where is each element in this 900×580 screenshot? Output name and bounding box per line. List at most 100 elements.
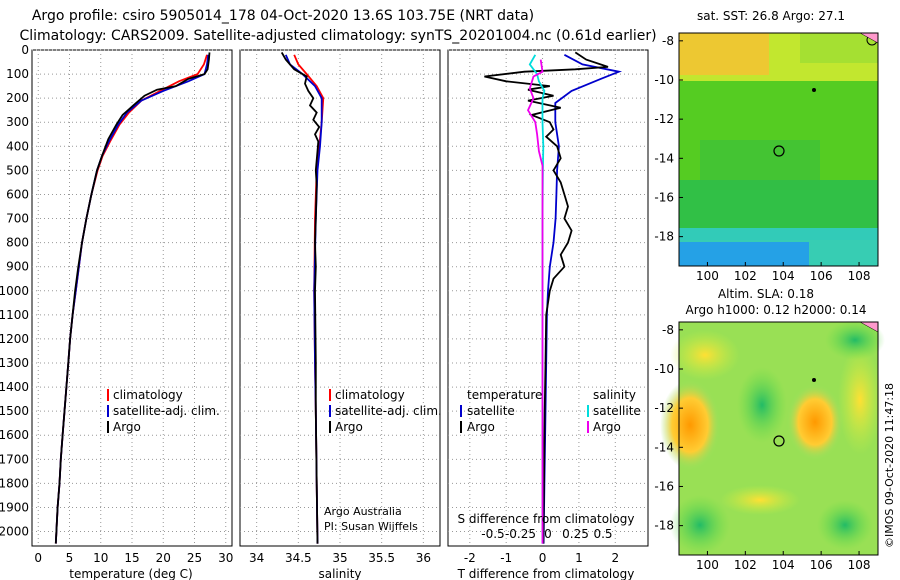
credit-line2: PI: Susan Wijffels (324, 520, 418, 533)
sla-map-title-line1: Altim. SLA: 0.18 (718, 287, 814, 301)
difference-s-x-ticks: -0.5 -0.25 0 0.25 0.5 (481, 527, 612, 541)
temperature-tick-label: 15 (124, 551, 139, 565)
sla-green-blob-2 (670, 495, 730, 555)
temperature-tick-label: 10 (93, 551, 108, 565)
temperature-tick-label: 5 (66, 551, 74, 565)
difference-s-tick-label: 0.5 (593, 527, 612, 541)
depth-tick-label: 1900 (0, 500, 29, 514)
salinity-tick-label: 35.5 (368, 551, 395, 565)
temperature-x-ticks: 0 5 10 15 20 25 30 (34, 551, 233, 565)
salinity-tick-label: 35 (332, 551, 347, 565)
figure-title-line1: Argo profile: csiro 5905014_178 04-Oct-2… (32, 8, 534, 24)
depth-tick-label: 1400 (0, 380, 29, 394)
difference-tick-label: -1 (500, 551, 512, 565)
sla-map-ytick-label: -8 (662, 323, 674, 337)
sla-yellow-blob-3 (720, 485, 800, 515)
sla-orange-blob-2 (787, 384, 843, 460)
sla-map-xtick-label: 108 (848, 558, 871, 572)
sla-map-frame (678, 321, 879, 556)
sla-map-xtick-label: 100 (696, 558, 719, 572)
sla-map-ytick-label: -16 (654, 479, 674, 493)
salinity-x-label: salinity (318, 567, 361, 580)
legend-label-t-satellite: satellite (467, 404, 515, 418)
legend-label-s-satellite: satellite (593, 404, 641, 418)
temperature-tick-label: 30 (218, 551, 233, 565)
temperature-tick-label: 20 (156, 551, 171, 565)
depth-tick-label: 1200 (0, 332, 29, 346)
difference-s-tick-label: -0.25 (505, 527, 536, 541)
difference-s-tick-label: 0.25 (562, 527, 589, 541)
temperature-tick-label: 0 (34, 551, 42, 565)
argo-position-marker (773, 145, 785, 157)
difference-tick-label: -2 (464, 551, 476, 565)
credit-line1: Argo Australia (324, 505, 402, 518)
depth-tick-label: 1700 (0, 452, 29, 466)
sst-map-xtick-label: 106 (810, 269, 833, 283)
salinity-tick-label: 34 (249, 551, 264, 565)
argo-position-marker (773, 435, 785, 447)
island-marker (812, 378, 816, 382)
temperature-series (54, 52, 211, 544)
difference-tick-label: 1 (575, 551, 583, 565)
legend-title-salinity: salinity (593, 388, 636, 402)
sst-blue-patch (679, 242, 809, 266)
sla-orange-blob-1 (660, 380, 720, 470)
temperature-tick-label: 25 (187, 551, 202, 565)
difference-series-s-argo (526, 59, 544, 544)
sla-green-blob-3 (817, 500, 873, 550)
difference-x-label-top: S difference from climatology (458, 512, 635, 526)
legend-label-argo: Argo (335, 420, 363, 434)
sst-map-xtick-label: 104 (772, 269, 795, 283)
salinity-series-argo (280, 51, 321, 544)
sst-map-ytick-label: -18 (654, 230, 674, 244)
sla-map-xtick-label: 102 (734, 558, 757, 572)
depth-tick-labels: 0 100 200 300 400 500 600 700 800 900 1000 1100 1200… (0, 43, 29, 539)
depth-tick-label: 400 (6, 139, 29, 153)
depth-tick-label: 1500 (0, 404, 29, 418)
timestamp: ©IMOS 09-Oct-2020 11:47:18 (883, 383, 896, 548)
sla-map-ytick-label: -12 (654, 401, 674, 415)
depth-tick-label: 2000 (0, 525, 29, 539)
legend-label-satellite: satellite-adj. clim. (335, 404, 442, 418)
legend-label-argo: Argo (113, 420, 141, 434)
difference-series-t-argo (484, 51, 609, 544)
depth-tick-label: 1000 (0, 284, 29, 298)
sst-map-ytick-label: -16 (654, 190, 674, 204)
difference-tick-label: 0 (539, 551, 547, 565)
difference-x-ticks: -2 -1 0 1 2 (464, 551, 619, 565)
legend-label-satellite: satellite-adj. clim. (113, 404, 220, 418)
sst-map-title: sat. SST: 26.8 Argo: 27.1 (697, 9, 845, 23)
depth-tick-label: 100 (6, 67, 29, 81)
difference-tick-label: 2 (611, 551, 619, 565)
salinity-x-ticks: 34 34.5 35 35.5 36 (249, 551, 431, 565)
depth-tick-label: 0 (21, 43, 29, 57)
sst-map-ytick-label: -10 (654, 73, 674, 87)
sst-map-frame (678, 32, 879, 267)
salinity-legend: climatology satellite-adj. clim. Argo Ar… (324, 388, 442, 533)
temperature-series-climatology (54, 54, 208, 544)
temperature-series-argo (54, 52, 211, 544)
sla-yellow-blob-1 (670, 330, 740, 380)
sla-map (660, 320, 885, 556)
depth-tick-label: 500 (6, 163, 29, 177)
sst-map-ytick-label: -8 (662, 34, 674, 48)
sst-map-xtick-label: 108 (848, 269, 871, 283)
temperature-grid (32, 49, 232, 546)
figure-title-line2: Climatology: CARS2009. Satellite-adjuste… (19, 28, 656, 44)
difference-s-tick-label: -0.5 (481, 527, 504, 541)
depth-tick-label: 1800 (0, 476, 29, 490)
sst-green-patch (800, 33, 878, 63)
depth-tick-label: 1100 (0, 308, 29, 322)
difference-s-tick-label: 0 (544, 527, 552, 541)
depth-tick-label: 300 (6, 115, 29, 129)
sla-map-title-line2: Argo h1000: 0.12 h2000: 0.14 (686, 303, 867, 317)
legend-label-climatology: climatology (335, 388, 405, 402)
salinity-series (280, 51, 325, 544)
island-marker (812, 88, 816, 92)
sla-green-blob-4 (825, 320, 885, 360)
sst-map (678, 32, 879, 267)
sla-map-ytick-label: -10 (654, 362, 674, 376)
salinity-tick-label: 34.5 (285, 551, 312, 565)
legend-title-temperature: temperature (467, 388, 542, 402)
